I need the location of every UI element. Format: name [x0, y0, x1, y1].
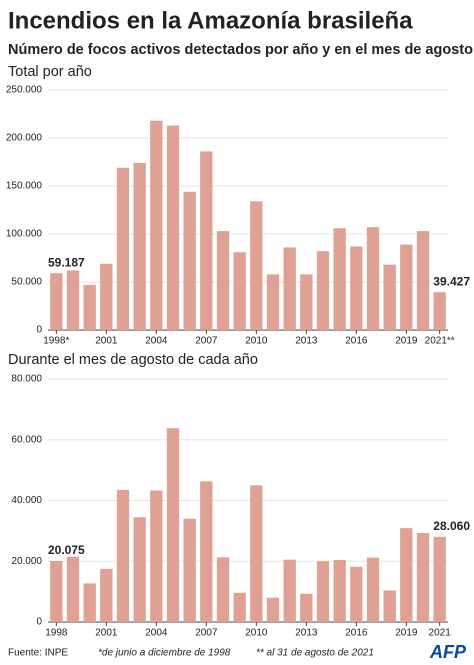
x-tick-label: 2019 — [395, 628, 418, 639]
bar — [266, 274, 280, 330]
title: Incendios en la Amazonía brasileña — [8, 7, 413, 34]
source: Fuente: INPE — [8, 648, 68, 659]
bar — [200, 151, 213, 330]
y-tick-label: 0 — [36, 325, 42, 336]
bar — [100, 263, 113, 330]
x-tick-label: 1998* — [43, 336, 69, 347]
bar — [250, 201, 263, 330]
y-tick-label: 20.000 — [11, 556, 42, 567]
bar — [416, 533, 430, 622]
bar — [233, 592, 246, 622]
bar — [316, 561, 330, 622]
bar — [200, 481, 213, 622]
x-tick-label: 1998 — [45, 628, 68, 639]
note: *de junio a diciembre de 1998 — [98, 648, 231, 659]
bar — [433, 536, 446, 622]
bar — [400, 528, 413, 622]
value-label: 59.187 — [48, 255, 85, 269]
bar — [383, 590, 396, 622]
y-tick-label: 200.000 — [6, 133, 43, 144]
bar — [150, 120, 163, 330]
chart-title: Durante el mes de agosto de cada año — [8, 352, 258, 368]
x-tick-label: 2007 — [195, 336, 218, 347]
bar — [383, 264, 396, 330]
bar — [216, 231, 230, 330]
value-label: 39.427 — [433, 274, 470, 288]
bar — [183, 191, 196, 330]
bar — [333, 228, 346, 330]
bar — [233, 252, 246, 330]
y-tick-label: 60.000 — [11, 434, 42, 445]
x-tick-label: 2013 — [295, 628, 318, 639]
bar — [133, 517, 146, 622]
y-tick-label: 150.000 — [6, 181, 43, 192]
x-tick-label: 2001 — [95, 336, 118, 347]
bar — [66, 556, 80, 622]
bar — [416, 231, 430, 330]
note: ** al 31 de agosto de 2021 — [256, 648, 374, 659]
bar — [350, 566, 363, 622]
x-tick-label: 2010 — [245, 336, 268, 347]
bar — [433, 292, 446, 330]
x-tick-label: 2021 — [429, 628, 452, 639]
bar — [316, 251, 330, 330]
bar — [166, 125, 180, 331]
y-tick-label: 40.000 — [11, 495, 42, 506]
bar — [83, 284, 96, 330]
x-tick-label: 2016 — [345, 628, 368, 639]
bar — [50, 273, 63, 330]
bar — [250, 485, 263, 622]
x-tick-label: 2013 — [295, 336, 318, 347]
bar — [133, 162, 146, 330]
x-tick-label: 2007 — [195, 628, 218, 639]
bar — [83, 583, 96, 622]
bar — [50, 561, 63, 622]
x-tick-label: 2010 — [245, 628, 268, 639]
bar — [333, 560, 346, 622]
y-tick-label: 80.000 — [11, 374, 42, 385]
logo-box — [420, 642, 468, 662]
bar — [116, 167, 130, 330]
bar — [66, 270, 80, 330]
bar — [216, 557, 230, 622]
bar — [300, 274, 313, 330]
x-tick-label: 2004 — [145, 628, 168, 639]
bar — [150, 490, 163, 622]
bar — [100, 568, 113, 622]
value-label: 28.060 — [433, 519, 470, 533]
x-tick-label: 2019 — [395, 336, 418, 347]
value-label: 20.075 — [48, 543, 85, 557]
x-tick-label: 2021** — [425, 336, 455, 347]
bar — [116, 489, 130, 622]
bar — [183, 518, 196, 622]
x-tick-label: 2016 — [345, 336, 368, 347]
bar — [283, 559, 296, 622]
y-tick-label: 100.000 — [6, 229, 43, 240]
bar — [300, 593, 313, 622]
y-tick-label: 250.000 — [6, 85, 43, 96]
bar — [283, 247, 296, 330]
bar — [366, 227, 380, 330]
x-tick-label: 2004 — [145, 336, 168, 347]
bar — [400, 244, 413, 330]
chart-title: Total por año — [8, 64, 92, 80]
logo: AFP — [429, 642, 467, 662]
y-tick-label: 50.000 — [11, 277, 42, 288]
x-tick-label: 2001 — [95, 628, 118, 639]
bar — [350, 246, 363, 330]
bar — [366, 557, 380, 622]
y-tick-label: 0 — [36, 617, 42, 628]
bar — [166, 428, 180, 622]
subtitle: Número de focos activos detectados por a… — [8, 42, 473, 58]
bar — [266, 597, 280, 622]
